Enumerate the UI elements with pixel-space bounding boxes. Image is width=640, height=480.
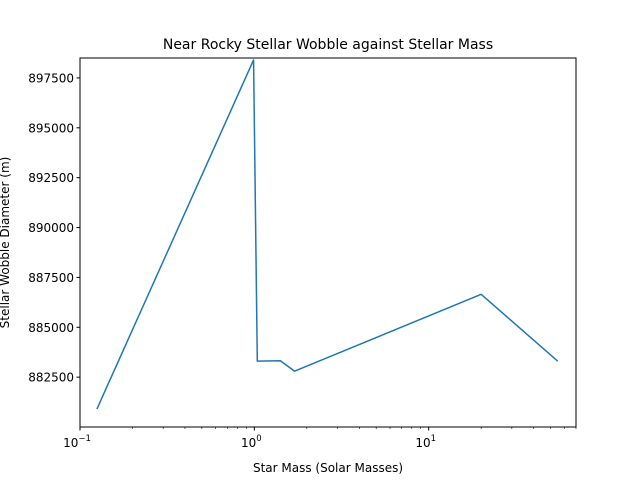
y-tick-label: 890000 (28, 221, 74, 235)
series-line-0 (96, 59, 559, 410)
x-tick-label: 10−1 (63, 434, 91, 450)
y-tick-label: 882500 (28, 371, 74, 385)
x-axis: 10−1 100 101 (63, 427, 577, 450)
chart-title: Near Rocky Stellar Wobble against Stella… (163, 37, 493, 53)
x-axis-label: Star Mass (Solar Masses) (253, 461, 403, 475)
y-axis-label: Stellar Wobble Diameter (m) (0, 157, 12, 329)
plot-frame (79, 57, 577, 428)
y-tick-label: 897500 (28, 71, 74, 85)
plot-area (96, 59, 559, 410)
y-tick-label: 895000 (28, 121, 74, 135)
y-tick-label: 885000 (28, 321, 74, 335)
x-tick-label: 101 (415, 434, 436, 450)
x-tick-label: 100 (241, 434, 262, 450)
y-axis: 882500 885000 887500 890000 892500 895000 8975… (28, 71, 80, 385)
y-tick-label: 887500 (28, 271, 74, 285)
y-tick-label: 892500 (28, 171, 74, 185)
